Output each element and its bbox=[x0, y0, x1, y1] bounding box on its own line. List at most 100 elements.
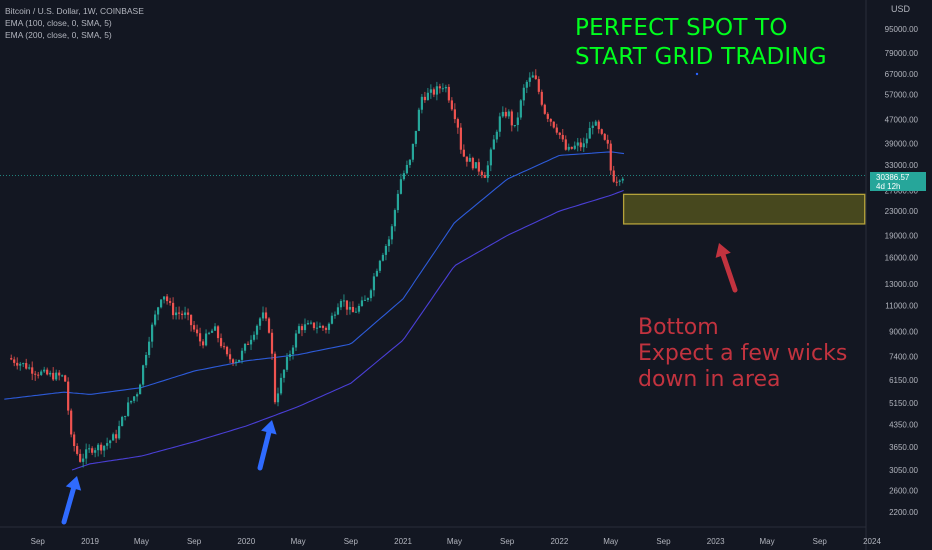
candle-body bbox=[124, 415, 127, 417]
candle-body bbox=[321, 325, 325, 328]
candle-body bbox=[174, 312, 178, 316]
candle-body bbox=[579, 142, 582, 148]
candle-body bbox=[591, 125, 594, 128]
y-tick-label: 23000.00 bbox=[885, 207, 919, 216]
candle-body bbox=[363, 299, 367, 301]
candle-body bbox=[291, 347, 295, 355]
candle-body bbox=[534, 75, 537, 80]
candle-body bbox=[270, 332, 274, 354]
candle-body bbox=[597, 121, 600, 130]
candle-body bbox=[153, 314, 157, 325]
candle-body bbox=[393, 210, 397, 227]
candle-body bbox=[618, 180, 621, 182]
candle-body bbox=[486, 165, 489, 178]
candle-body bbox=[183, 312, 187, 315]
blue-arrow-2018-icon bbox=[61, 476, 82, 525]
x-tick-label: 2019 bbox=[81, 537, 99, 546]
candle-body bbox=[94, 450, 97, 453]
candle-body bbox=[480, 171, 483, 176]
candle-body bbox=[462, 149, 465, 157]
candle-body bbox=[465, 156, 468, 162]
annotation-dot bbox=[695, 72, 699, 76]
candle-body bbox=[52, 372, 55, 380]
candle-body bbox=[369, 290, 373, 299]
x-tick-label: 2024 bbox=[863, 537, 881, 546]
candle-body bbox=[543, 104, 546, 114]
candle-body bbox=[381, 254, 385, 261]
candle-body bbox=[261, 312, 265, 319]
candle-body bbox=[37, 374, 40, 376]
candle-body bbox=[309, 322, 313, 324]
candle-body bbox=[294, 333, 298, 348]
candle-body bbox=[49, 372, 52, 375]
x-tick-label: May bbox=[447, 537, 462, 546]
candle-body bbox=[372, 276, 376, 291]
candle-body bbox=[411, 143, 415, 160]
candle-body bbox=[121, 416, 124, 427]
legend-symbol[interactable]: Bitcoin / U.S. Dollar, 1W, COINBASE bbox=[5, 6, 144, 16]
candle-body bbox=[91, 448, 94, 453]
candle-body bbox=[456, 119, 459, 128]
candle-body bbox=[417, 109, 421, 131]
bottom-annotation[interactable]: Bottom Expect a few wicks down in area bbox=[638, 315, 847, 393]
legend-ema100[interactable]: EMA (100, close, 0, SMA, 5) bbox=[5, 18, 112, 28]
candle-body bbox=[204, 333, 208, 346]
candle-body bbox=[453, 109, 456, 120]
candle-body bbox=[28, 367, 31, 369]
candle-body bbox=[546, 113, 549, 119]
candle-body bbox=[342, 300, 346, 302]
candle-body bbox=[576, 142, 579, 146]
candle-body bbox=[171, 302, 175, 316]
candle-body bbox=[402, 173, 406, 180]
candle-body bbox=[127, 402, 130, 416]
red-arrow-icon bbox=[715, 243, 738, 293]
ema-200-line bbox=[71, 189, 624, 471]
candle-body bbox=[240, 350, 244, 360]
candle-body bbox=[288, 354, 292, 358]
candle-body bbox=[531, 75, 534, 78]
candle-body bbox=[357, 305, 361, 312]
candles-group bbox=[10, 69, 624, 468]
legend-ema200[interactable]: EMA (200, close, 0, SMA, 5) bbox=[5, 30, 112, 40]
y-tick-label: 3650.00 bbox=[889, 443, 918, 452]
candle-body bbox=[555, 127, 558, 133]
y-tick-label: 57000.00 bbox=[885, 91, 919, 100]
x-tick-label: May bbox=[291, 537, 306, 546]
candle-body bbox=[324, 327, 328, 330]
blue-arrow-2020-icon bbox=[257, 420, 277, 471]
candle-body bbox=[82, 458, 85, 462]
candle-body bbox=[150, 324, 154, 342]
candle-body bbox=[40, 371, 43, 375]
candle-body bbox=[43, 369, 46, 372]
candle-body bbox=[498, 116, 501, 132]
candle-body bbox=[594, 121, 597, 126]
candle-body bbox=[447, 86, 450, 101]
candle-body bbox=[139, 384, 142, 395]
x-tick-label: May bbox=[760, 537, 775, 546]
candle-body bbox=[423, 96, 426, 101]
candle-body bbox=[142, 365, 145, 385]
candle-body bbox=[384, 246, 388, 255]
y-tick-label: 4350.00 bbox=[889, 420, 918, 429]
headline-line-1: PERFECT SPOT TO bbox=[575, 15, 788, 41]
y-tick-label: 5150.00 bbox=[889, 399, 918, 408]
ema-100-line bbox=[4, 151, 625, 400]
plot-background bbox=[0, 0, 866, 527]
candle-body bbox=[420, 96, 424, 110]
candle-body bbox=[228, 354, 232, 360]
candle-body bbox=[13, 359, 16, 363]
x-tick-label: 2023 bbox=[707, 537, 725, 546]
note-line-2: Expect a few wicks bbox=[638, 341, 848, 366]
currency-label[interactable]: USD bbox=[890, 4, 910, 14]
candle-body bbox=[435, 86, 438, 95]
candle-body bbox=[55, 372, 58, 380]
candle-body bbox=[537, 79, 540, 92]
candle-body bbox=[312, 322, 316, 329]
candle-body bbox=[285, 357, 289, 370]
headline-annotation[interactable]: PERFECT SPOT TO START GRID TRADING bbox=[575, 14, 827, 72]
chart-legend: Bitcoin / U.S. Dollar, 1W, COINBASE EMA … bbox=[5, 5, 144, 41]
y-tick-label: 19000.00 bbox=[885, 232, 919, 241]
candle-body bbox=[483, 175, 486, 178]
